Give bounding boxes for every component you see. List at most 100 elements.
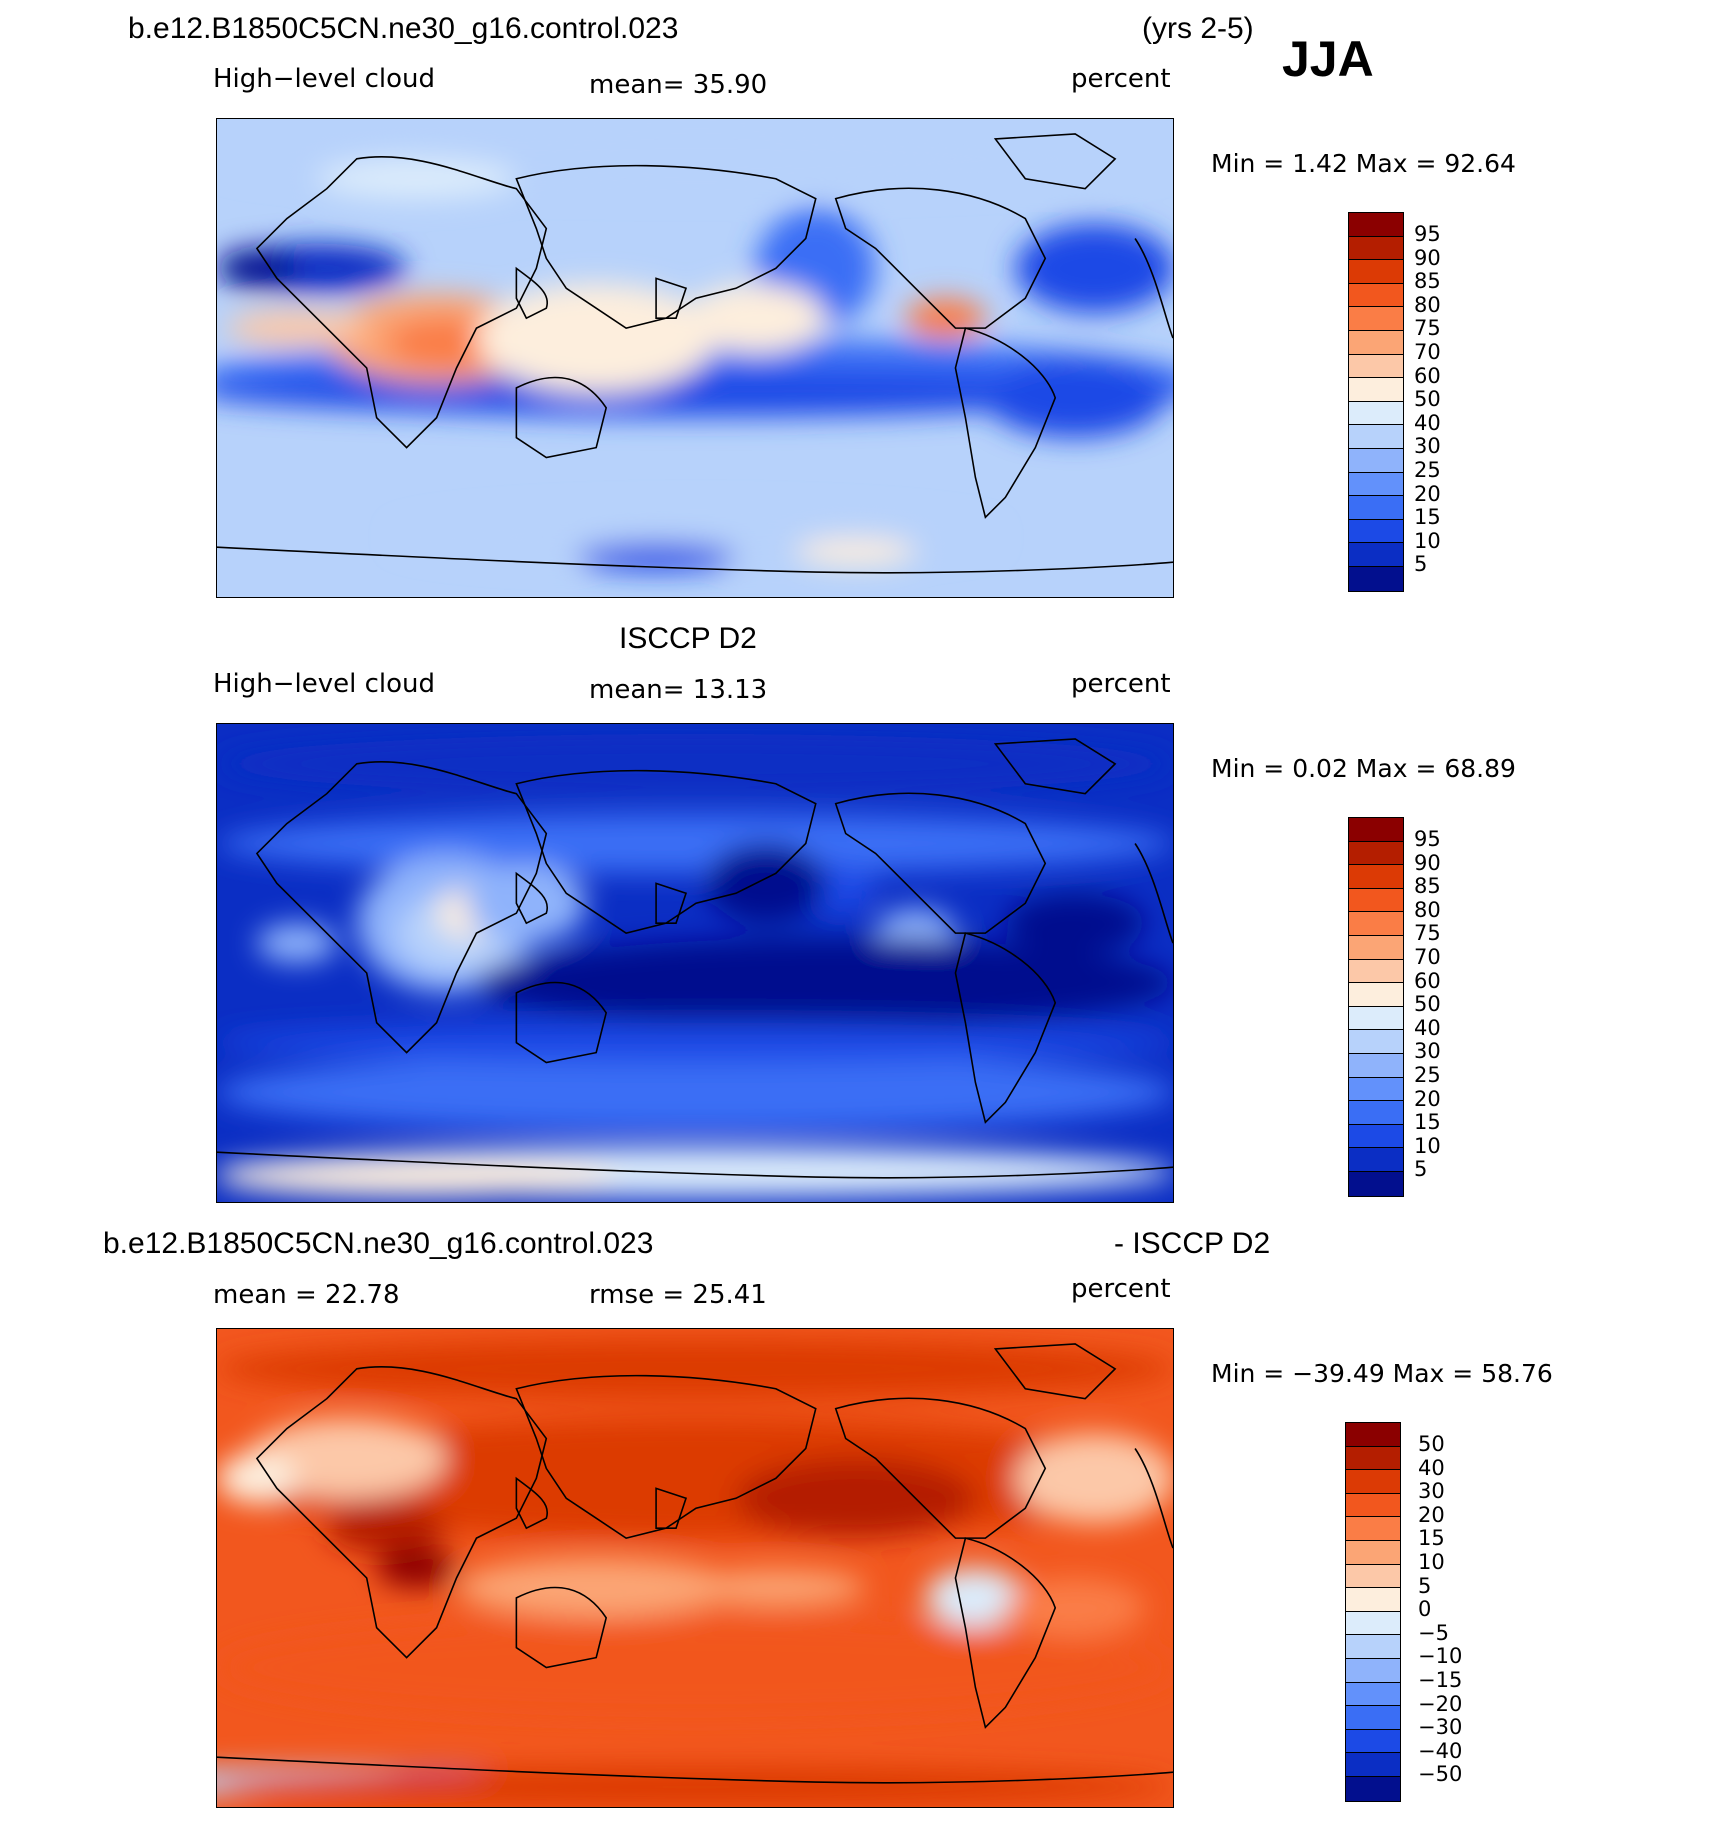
colorbar-swatch bbox=[1349, 1171, 1403, 1196]
colorbar-swatch bbox=[1349, 283, 1403, 308]
panel3-title-right: - ISCCP D2 bbox=[1114, 1227, 1271, 1260]
colorbar-tick-label: 0 bbox=[1418, 1597, 1432, 1622]
colorbar-swatch bbox=[1346, 1540, 1400, 1565]
colorbar-tick-label: 30 bbox=[1414, 1039, 1441, 1064]
colorbar-tick-label: 15 bbox=[1414, 505, 1441, 530]
colorbar-tick-label: 40 bbox=[1418, 1455, 1445, 1480]
colorbar-tick-label: 20 bbox=[1414, 1086, 1441, 1111]
colorbar-tick-label: 30 bbox=[1418, 1479, 1445, 1504]
colorbar-tick-label: 90 bbox=[1414, 245, 1441, 270]
colorbar-tick-label: 75 bbox=[1414, 316, 1441, 341]
colorbar-tick-label: 15 bbox=[1418, 1526, 1445, 1551]
colorbar-swatch bbox=[1349, 307, 1403, 331]
colorbar-swatch bbox=[1349, 496, 1403, 520]
panel3-minmax: Min = −39.49 Max = 58.76 bbox=[1211, 1359, 1553, 1388]
colorbar-swatch bbox=[1349, 1030, 1403, 1054]
colorbar-swatch bbox=[1349, 959, 1403, 984]
colorbar-tick-label: 90 bbox=[1414, 850, 1441, 875]
colorbar-tick-label: 50 bbox=[1414, 387, 1441, 412]
colorbar-swatch bbox=[1346, 1658, 1400, 1683]
panel1-units: percent bbox=[1071, 64, 1171, 94]
panel2-units: percent bbox=[1071, 669, 1171, 699]
colorbar-tick-label: 80 bbox=[1414, 897, 1441, 922]
colorbar-swatch bbox=[1349, 1148, 1403, 1172]
colorbar-swatch bbox=[1349, 912, 1403, 936]
colorbar-swatch bbox=[1349, 213, 1403, 237]
years-label: (yrs 2-5) bbox=[1142, 12, 1254, 45]
panel2-colorbar bbox=[1348, 817, 1404, 1197]
colorbar-swatch bbox=[1349, 1077, 1403, 1102]
panel1-map bbox=[216, 118, 1174, 598]
colorbar-tick-label: 5 bbox=[1418, 1573, 1432, 1598]
colorbar-tick-label: 30 bbox=[1414, 434, 1441, 459]
colorbar-tick-label: 20 bbox=[1414, 481, 1441, 506]
panel3-colorbar bbox=[1345, 1422, 1401, 1802]
colorbar-swatch bbox=[1346, 1493, 1400, 1518]
colorbar-tick-label: −5 bbox=[1418, 1620, 1449, 1645]
colorbar-tick-label: 5 bbox=[1414, 1157, 1428, 1182]
colorbar-tick-label: 70 bbox=[1414, 945, 1441, 969]
colorbar-tick-label: 60 bbox=[1414, 363, 1441, 388]
colorbar-tick-label: 10 bbox=[1414, 528, 1441, 553]
colorbar-tick-label: 75 bbox=[1414, 921, 1441, 946]
colorbar-tick-label: 85 bbox=[1414, 269, 1441, 294]
colorbar-tick-label: −30 bbox=[1418, 1715, 1463, 1740]
colorbar-tick-label: 95 bbox=[1414, 222, 1441, 246]
panel2-mean: mean= 13.13 bbox=[589, 675, 768, 705]
colorbar-tick-label: 50 bbox=[1414, 992, 1441, 1017]
panel3-mean: mean = 22.78 bbox=[213, 1280, 400, 1310]
colorbar-tick-label: 60 bbox=[1414, 968, 1441, 993]
panel3-units: percent bbox=[1071, 1274, 1171, 1304]
colorbar-swatch bbox=[1349, 260, 1403, 284]
colorbar-swatch bbox=[1349, 865, 1403, 889]
colorbar-tick-label: −10 bbox=[1418, 1644, 1463, 1669]
colorbar-tick-label: −50 bbox=[1418, 1762, 1463, 1787]
colorbar-swatch bbox=[1349, 354, 1403, 379]
colorbar-tick-label: −40 bbox=[1418, 1738, 1463, 1763]
panel1-variable: High−level cloud bbox=[213, 64, 436, 94]
colorbar-swatch bbox=[1349, 401, 1403, 426]
colorbar-swatch bbox=[1346, 1470, 1400, 1494]
colorbar-swatch bbox=[1346, 1706, 1400, 1730]
colorbar-tick-label: 40 bbox=[1414, 410, 1441, 435]
colorbar-tick-label: 40 bbox=[1414, 1015, 1441, 1040]
colorbar-swatch bbox=[1349, 543, 1403, 567]
colorbar-tick-label: 80 bbox=[1414, 292, 1441, 317]
panel3-map bbox=[216, 1328, 1174, 1808]
colorbar-swatch bbox=[1349, 378, 1403, 402]
colorbar-tick-label: 20 bbox=[1418, 1502, 1445, 1527]
colorbar-swatch bbox=[1349, 566, 1403, 591]
colorbar-swatch bbox=[1346, 1776, 1400, 1801]
panel2-map bbox=[216, 723, 1174, 1203]
colorbar-swatch bbox=[1346, 1517, 1400, 1541]
colorbar-tick-label: 95 bbox=[1414, 827, 1441, 851]
colorbar-swatch bbox=[1346, 1635, 1400, 1659]
colorbar-swatch bbox=[1346, 1588, 1400, 1612]
colorbar-tick-label: 25 bbox=[1414, 1063, 1441, 1087]
colorbar-swatch bbox=[1349, 841, 1403, 866]
panel2-variable: High−level cloud bbox=[213, 669, 436, 699]
colorbar-tick-label: −15 bbox=[1418, 1668, 1463, 1692]
colorbar-tick-label: 70 bbox=[1414, 340, 1441, 364]
colorbar-swatch bbox=[1346, 1729, 1400, 1754]
colorbar-swatch bbox=[1346, 1564, 1400, 1589]
colorbar-swatch bbox=[1346, 1423, 1400, 1447]
colorbar-swatch bbox=[1349, 1053, 1403, 1078]
panel1-minmax: Min = 1.42 Max = 92.64 bbox=[1211, 149, 1516, 178]
case-title: b.e12.B1850C5CN.ne30_g16.control.023 bbox=[128, 12, 679, 45]
panel1-mean: mean= 35.90 bbox=[589, 70, 768, 100]
colorbar-swatch bbox=[1349, 472, 1403, 497]
colorbar-tick-label: 10 bbox=[1414, 1133, 1441, 1158]
colorbar-swatch bbox=[1349, 519, 1403, 544]
colorbar-swatch bbox=[1346, 1753, 1400, 1777]
panel2-title: ISCCP D2 bbox=[619, 622, 757, 655]
colorbar-tick-label: −20 bbox=[1418, 1691, 1463, 1716]
colorbar-swatch bbox=[1349, 236, 1403, 261]
colorbar-swatch bbox=[1349, 1101, 1403, 1125]
colorbar-swatch bbox=[1349, 1124, 1403, 1149]
colorbar-swatch bbox=[1346, 1682, 1400, 1707]
panel1-colorbar bbox=[1348, 212, 1404, 592]
colorbar-swatch bbox=[1349, 425, 1403, 449]
colorbar-swatch bbox=[1349, 448, 1403, 473]
colorbar-swatch bbox=[1349, 983, 1403, 1007]
